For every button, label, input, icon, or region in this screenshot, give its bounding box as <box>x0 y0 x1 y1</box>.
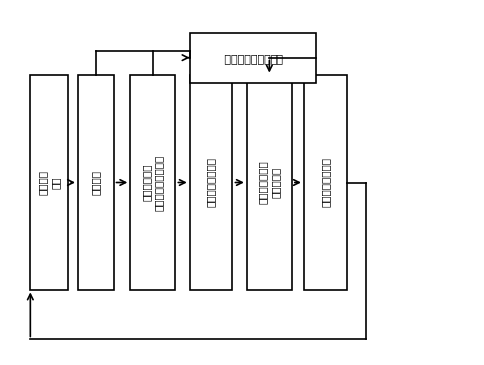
Bar <box>78 76 114 289</box>
Text: 充电电流
设定: 充电电流 设定 <box>38 170 60 195</box>
Bar <box>30 76 68 289</box>
Bar <box>190 76 232 289</box>
Text: 超级电容充放电管理: 超级电容充放电管理 <box>223 53 283 63</box>
Text: 超级电容涓流充电: 超级电容涓流充电 <box>320 158 330 207</box>
Text: 超级电容自放电
（自放电）: 超级电容自放电 （自放电） <box>258 161 281 204</box>
Text: 超级恒流充电
（容量变化、开路）: 超级恒流充电 （容量变化、开路） <box>142 154 164 211</box>
Bar <box>304 76 347 289</box>
Text: 超级电容恒压充电: 超级电容恒压充电 <box>206 158 216 207</box>
Bar <box>190 33 316 82</box>
Text: 系统检测: 系统检测 <box>91 170 101 195</box>
Bar <box>130 76 175 289</box>
Bar <box>247 76 292 289</box>
